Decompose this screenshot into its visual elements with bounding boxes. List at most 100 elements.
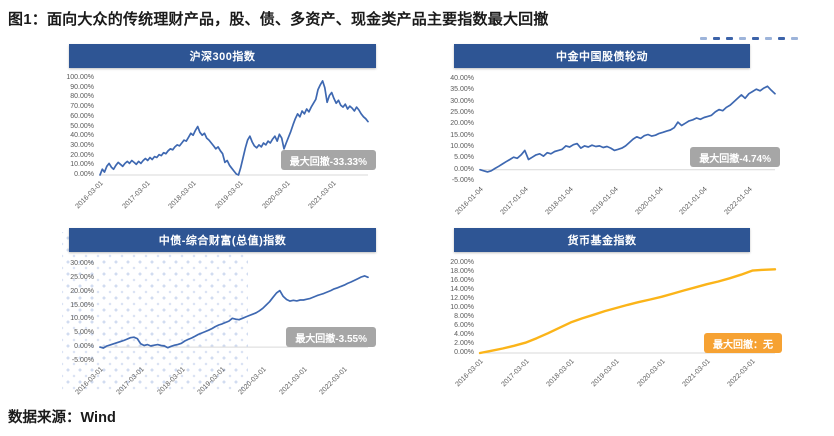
y-tick-label: 15.00% [70, 301, 94, 309]
x-tick-label: 2017-03-01 [500, 358, 531, 389]
x-tick-label: 2016-01-04 [454, 186, 485, 217]
x-axis-labels: 2016-03-01 2017-03-01 2018-03-01 2019-03-01… [75, 178, 368, 214]
y-tick-label: 40.00% [70, 132, 94, 140]
y-tick-label: 0.00% [74, 171, 94, 178]
y-tick-label: 25.00% [450, 109, 474, 116]
y-tick-label: 12.00% [450, 295, 474, 302]
x-tick-label: 2016-03-01 [74, 180, 105, 211]
y-tick-label: 30.00% [70, 141, 94, 149]
dot-pattern-watermark [62, 232, 248, 390]
chart-panel-csi300-index: 沪深300指数 100.00% 90.00% 80.00% 70.00% 60.00% 5… [60, 42, 385, 222]
chart-title: 中债-综合财富(总值)指数 [158, 235, 287, 247]
chart-panel-cicc-stock-bond-rotation: 中金中国股债轮动 40.00% 35.00% 30.00% 25.00% 20.00% 1… [442, 42, 787, 222]
chart-header: 货币基金指数 [454, 228, 750, 252]
y-tick-label: 18.00% [450, 268, 474, 275]
x-tick-label: 2020-01-04 [634, 186, 665, 217]
x-tick-label: 2021-03-01 [681, 358, 712, 389]
y-tick-label: 40.00% [450, 75, 474, 82]
line-chart-svg [479, 85, 776, 173]
x-tick-label: 2022-03-01 [726, 358, 758, 389]
x-tick-label: 2019-03-01 [590, 358, 622, 389]
y-tick-label: -5.00% [451, 177, 474, 184]
watermark-dashes [700, 37, 798, 40]
x-tick-label: 2016-03-01 [454, 358, 485, 389]
y-tick-label: 100.00% [66, 74, 94, 81]
y-tick-label: 20.00% [70, 287, 94, 295]
x-tick-label: 2019-03-01 [214, 180, 245, 211]
y-tick-label: 10.00% [70, 315, 94, 323]
chart-title: 货币基金指数 [567, 235, 637, 247]
x-tick-label: 2018-01-04 [544, 186, 575, 217]
x-tick-label: 2021-03-01 [307, 180, 339, 211]
y-tick-label: -5.00% [71, 357, 94, 364]
dash-icon [726, 37, 733, 40]
y-tick-label: 90.00% [70, 83, 94, 91]
y-tick-label: 25.00% [70, 273, 94, 281]
index-line-series [478, 268, 777, 355]
y-axis-labels: 40.00% 35.00% 30.00% 25.00% 20.00% 15.00% 10.0… [442, 75, 476, 184]
x-tick-label: 2017-03-01 [121, 180, 152, 211]
y-tick-label: 20.00% [70, 151, 94, 159]
x-tick-label: 2020-03-01 [237, 366, 268, 397]
plot-area: 最大回撤：无 [478, 263, 782, 355]
index-line-series [479, 85, 776, 173]
y-axis-labels: 30.00% 25.00% 20.00% 15.00% 10.00% 5.00% 0.00%… [60, 260, 96, 364]
max-drawdown-badge: 最大回撤-3.55% [286, 327, 376, 347]
max-drawdown-badge: 最大回撤：无 [704, 333, 782, 353]
dash-icon [739, 37, 746, 40]
y-tick-label: 6.00% [454, 322, 474, 329]
y-tick-label: 4.00% [454, 331, 474, 338]
y-tick-label: 14.00% [450, 286, 474, 293]
chart-panel-money-market-fund-index: 货币基金指数 20.00% 18.00% 16.00% 14.00% 12.00% 10.… [442, 226, 787, 406]
line-chart-svg [478, 268, 777, 355]
x-tick-label: 2020-03-01 [261, 180, 292, 211]
x-tick-label: 2018-03-01 [156, 366, 187, 397]
y-axis-labels: 20.00% 18.00% 16.00% 14.00% 12.00% 10.00% 8.00… [442, 259, 476, 356]
dash-icon [713, 37, 720, 40]
y-tick-label: 20.00% [450, 259, 474, 266]
y-tick-label: 60.00% [70, 112, 94, 120]
chart-title: 中金中国股债轮动 [556, 51, 648, 63]
y-tick-label: 10.00% [450, 304, 474, 311]
x-tick-label: 2018-03-01 [545, 358, 576, 389]
plot-area: 最大回撤-4.74% [479, 79, 780, 181]
chart-title: 沪深300指数 [189, 51, 256, 63]
plot-area: 最大回撤-33.33% [99, 78, 376, 176]
chart-panel-chinabond-composite-wealth-index: 中债-综合财富(总值)指数 30.00% 25.00% 20.00% 15.00% 10… [60, 226, 385, 406]
x-tick-label: 2017-03-01 [115, 366, 146, 397]
x-axis-labels: 2016-01-04 2017-01-04 2018-01-04 2019-01-04… [455, 184, 775, 220]
y-tick-label: 5.00% [454, 154, 474, 162]
chart-header: 沪深300指数 [69, 44, 376, 68]
plot-area: 最大回撤-3.55% [99, 264, 376, 361]
y-tick-label: 70.00% [70, 103, 94, 111]
x-tick-label: 2021-01-04 [678, 186, 709, 217]
y-tick-label: 8.00% [454, 313, 474, 320]
dash-icon [765, 37, 772, 40]
max-drawdown-badge: 最大回撤-33.33% [280, 150, 376, 170]
dash-icon [752, 37, 759, 40]
x-tick-label: 2021-03-01 [278, 366, 309, 397]
x-axis-labels: 2016-03-01 2017-03-01 2018-03-01 2019-03-01… [75, 364, 368, 400]
x-tick-label: 2018-03-01 [167, 180, 199, 211]
y-tick-label: 30.00% [450, 97, 474, 105]
chart-header: 中金中国股债轮动 [454, 44, 750, 68]
line-chart-svg [99, 80, 369, 176]
dash-icon [778, 37, 785, 40]
y-tick-label: 16.00% [450, 277, 474, 284]
x-tick-label: 2017-01-04 [499, 186, 530, 217]
y-tick-label: 30.00% [70, 260, 94, 267]
y-tick-label: 10.00% [70, 161, 94, 169]
index-line-series [99, 275, 369, 349]
x-axis-labels: 2016-03-01 2017-03-01 2018-03-01 2019-03-01… [455, 356, 775, 392]
x-tick-label: 2022-03-01 [318, 366, 350, 397]
y-axis-labels: 100.00% 90.00% 80.00% 70.00% 60.00% 50.00% 40.… [60, 74, 96, 178]
y-tick-label: 35.00% [450, 86, 474, 94]
line-chart-svg [99, 275, 369, 349]
x-tick-label: 2020-03-01 [636, 358, 667, 389]
data-source: 数据来源：Wind [8, 410, 116, 426]
x-tick-label: 2022-01-04 [723, 186, 754, 217]
y-tick-label: 0.00% [454, 349, 474, 356]
chart-header: 中债-综合财富(总值)指数 [69, 228, 376, 252]
x-tick-label: 2019-03-01 [196, 366, 228, 397]
x-tick-label: 2019-01-04 [589, 186, 620, 217]
